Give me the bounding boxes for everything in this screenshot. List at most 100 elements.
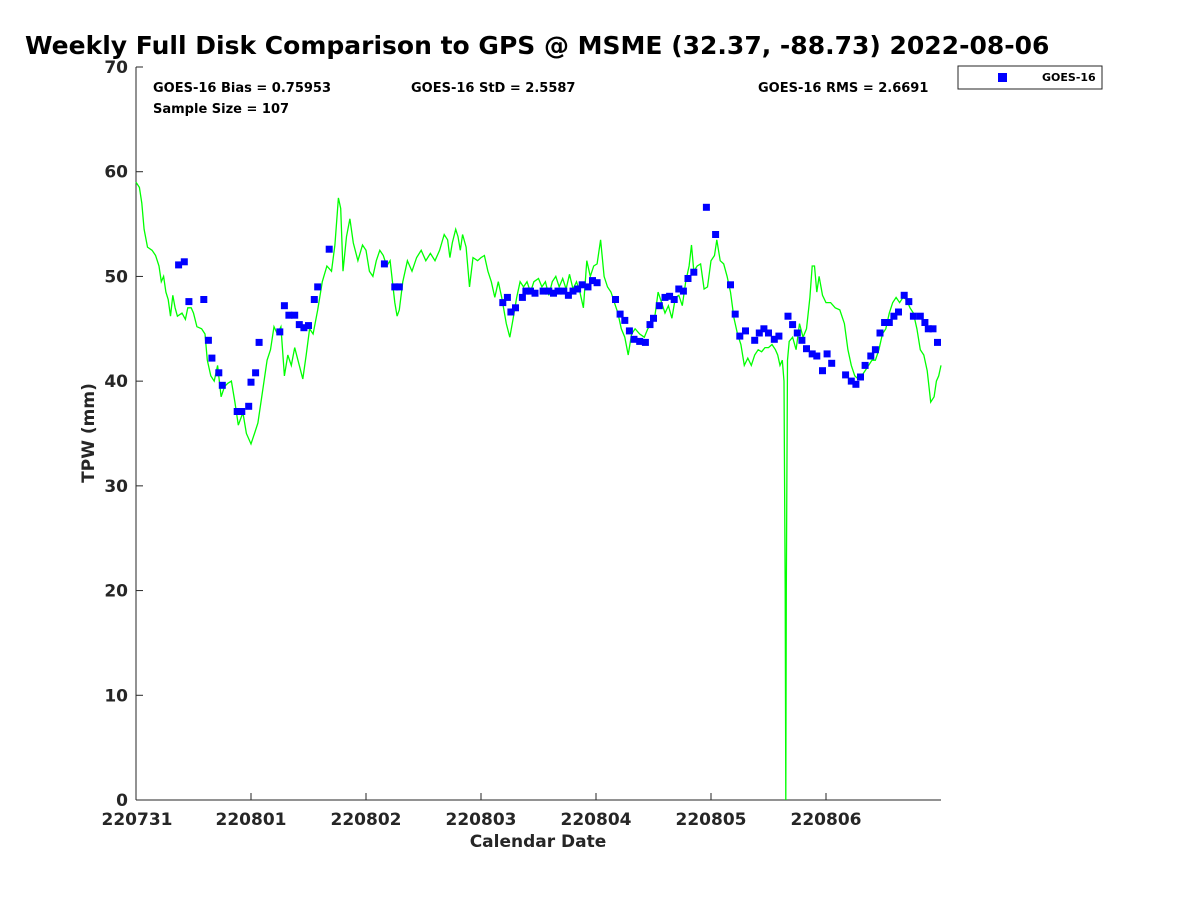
data-point-goes16 xyxy=(789,321,797,329)
data-point-goes16 xyxy=(861,361,869,369)
plot-area xyxy=(135,181,942,801)
stat-std: GOES-16 StD = 2.5587 xyxy=(411,81,575,96)
y-axis-label: TPW (mm) xyxy=(79,383,99,483)
x-tick-label: 220731 xyxy=(102,810,173,830)
data-point-goes16 xyxy=(650,314,657,322)
data-point-goes16 xyxy=(929,325,937,333)
data-point-goes16 xyxy=(391,283,399,291)
x-tick-label: 220806 xyxy=(791,810,862,830)
data-point-goes16 xyxy=(670,296,678,303)
x-axis-ticks: 220731 220801 220802 220803 220804 220805 2208… xyxy=(102,793,862,830)
data-point-goes16 xyxy=(215,369,223,377)
data-point-goes16 xyxy=(531,289,539,297)
data-point-goes16 xyxy=(527,287,534,295)
data-point-goes16 xyxy=(233,408,241,415)
legend-marker-goes16 xyxy=(998,73,1007,82)
data-point-goes16 xyxy=(285,311,293,319)
data-point-goes16 xyxy=(808,350,816,358)
y-tick-label: 40 xyxy=(104,372,128,392)
y-axis-ticks: 0 10 20 30 40 50 60 70 xyxy=(104,58,143,811)
data-point-goes16 xyxy=(612,296,619,303)
stat-sample-size: Sample Size = 107 xyxy=(153,102,289,117)
data-point-goes16 xyxy=(684,275,692,282)
data-point-goes16 xyxy=(589,277,596,285)
data-point-goes16 xyxy=(890,312,898,320)
data-point-goes16 xyxy=(793,329,801,337)
y-tick-label: 70 xyxy=(104,58,128,78)
data-point-goes16 xyxy=(518,293,526,301)
data-point-goes16 xyxy=(924,325,932,333)
data-point-goes16 xyxy=(646,321,654,329)
data-point-goes16 xyxy=(554,287,562,295)
data-point-goes16 xyxy=(755,329,763,337)
data-point-goes16 xyxy=(823,350,831,358)
y-tick-label: 30 xyxy=(104,477,128,497)
chart-title: Weekly Full Disk Comparison to GPS @ MSM… xyxy=(25,31,1049,60)
data-point-goes16 xyxy=(885,319,893,326)
data-point-goes16 xyxy=(395,283,403,291)
data-point-goes16 xyxy=(916,312,924,320)
data-point-goes16 xyxy=(742,327,749,335)
data-point-goes16 xyxy=(252,369,260,377)
data-point-goes16 xyxy=(280,302,288,310)
data-point-goes16 xyxy=(702,203,710,211)
data-point-goes16 xyxy=(255,338,263,346)
data-point-goes16 xyxy=(636,337,644,345)
data-point-goes16 xyxy=(934,338,941,346)
data-point-goes16 xyxy=(564,291,572,299)
x-tick-label: 220802 xyxy=(331,810,402,830)
data-point-goes16 xyxy=(574,285,582,293)
y-tick-label: 10 xyxy=(104,686,128,706)
data-point-goes16 xyxy=(560,287,568,295)
data-point-goes16 xyxy=(584,283,592,291)
data-point-goes16 xyxy=(314,283,322,291)
x-tick-label: 220805 xyxy=(676,810,747,830)
legend-box xyxy=(957,65,1103,90)
legend-label-goes16: GOES-16 xyxy=(1042,71,1096,84)
data-point-goes16 xyxy=(630,335,638,343)
data-point-goes16 xyxy=(666,292,674,300)
data-point-goes16 xyxy=(503,293,511,301)
data-point-goes16 xyxy=(784,312,792,320)
data-point-goes16 xyxy=(900,291,908,299)
y-tick-label: 50 xyxy=(104,267,128,287)
x-tick-label: 220803 xyxy=(446,810,517,830)
data-point-goes16 xyxy=(828,359,836,367)
data-point-goes16 xyxy=(545,287,553,295)
data-point-goes16 xyxy=(736,332,744,340)
data-point-goes16 xyxy=(185,298,193,306)
data-point-goes16 xyxy=(380,260,388,268)
data-point-goes16 xyxy=(245,402,253,410)
x-tick-label: 220801 xyxy=(216,810,287,830)
data-point-goes16 xyxy=(760,325,768,333)
data-point-goes16 xyxy=(803,345,810,353)
data-point-goes16 xyxy=(569,287,577,295)
data-point-goes16 xyxy=(852,380,860,388)
data-point-goes16 xyxy=(512,304,519,312)
data-point-goes16 xyxy=(310,296,318,303)
data-point-goes16 xyxy=(871,346,879,354)
data-point-goes16 xyxy=(847,377,855,385)
data-point-goes16 xyxy=(731,310,739,318)
data-point-goes16 xyxy=(621,316,629,324)
y-tick-label: 20 xyxy=(104,582,128,602)
data-point-goes16 xyxy=(180,258,188,266)
data-point-goes16 xyxy=(300,324,308,332)
data-point-goes16 xyxy=(276,328,284,336)
data-point-goes16 xyxy=(625,327,633,335)
data-point-goes16 xyxy=(921,319,929,326)
data-point-goes16 xyxy=(712,231,720,238)
data-point-goes16 xyxy=(895,308,902,316)
data-point-goes16 xyxy=(238,408,246,415)
data-point-goes16 xyxy=(775,332,783,340)
data-point-goes16 xyxy=(218,381,226,389)
data-point-goes16 xyxy=(204,336,212,344)
data-point-goes16 xyxy=(867,352,875,360)
data-point-goes16 xyxy=(305,322,312,330)
data-point-goes16 xyxy=(905,298,913,306)
data-point-goes16 xyxy=(295,321,303,329)
data-point-goes16 xyxy=(247,378,255,386)
data-point-goes16 xyxy=(876,329,884,337)
legend: GOES-16 xyxy=(957,65,1103,90)
